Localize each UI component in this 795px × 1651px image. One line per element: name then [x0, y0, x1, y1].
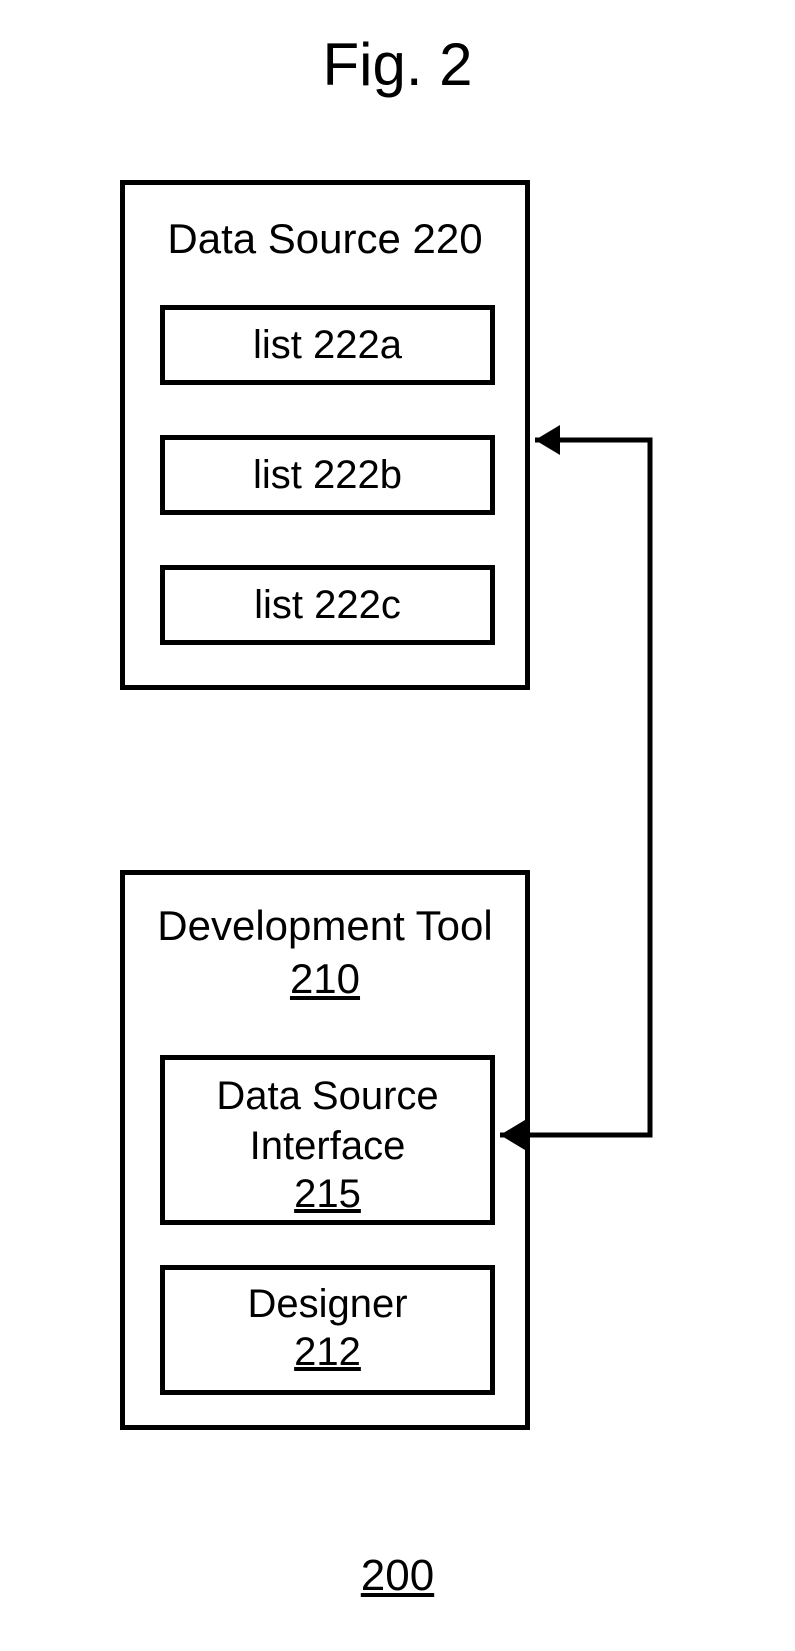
list-222b-box: list 222b [160, 435, 495, 515]
designer-line1: Designer [247, 1282, 407, 1326]
data-source-box: Data Source 220 list 222a list 222b list… [120, 180, 530, 690]
figure-title: Fig. 2 [0, 30, 795, 99]
development-tool-label: Development Tool 210 [125, 900, 525, 1005]
designer-box: Designer 212 [160, 1265, 495, 1395]
devtool-label-line1: Development Tool [157, 902, 492, 949]
list-222a-box: list 222a [160, 305, 495, 385]
data-source-label: Data Source 220 [125, 215, 525, 263]
diagram-canvas: Fig. 2 Data Source 220 list 222a list 22… [0, 0, 795, 1651]
figure-number: 200 [0, 1551, 795, 1601]
designer-line2: 212 [165, 1328, 490, 1376]
dsi-line2: Interface [165, 1122, 490, 1170]
dsi-line1: Data Source [165, 1072, 490, 1120]
development-tool-box: Development Tool 210 Data Source Interfa… [120, 870, 530, 1430]
devtool-label-num: 210 [290, 955, 360, 1002]
list-222c-box: list 222c [160, 565, 495, 645]
dsi-line3: 215 [165, 1170, 490, 1218]
data-source-interface-box: Data Source Interface 215 [160, 1055, 495, 1225]
